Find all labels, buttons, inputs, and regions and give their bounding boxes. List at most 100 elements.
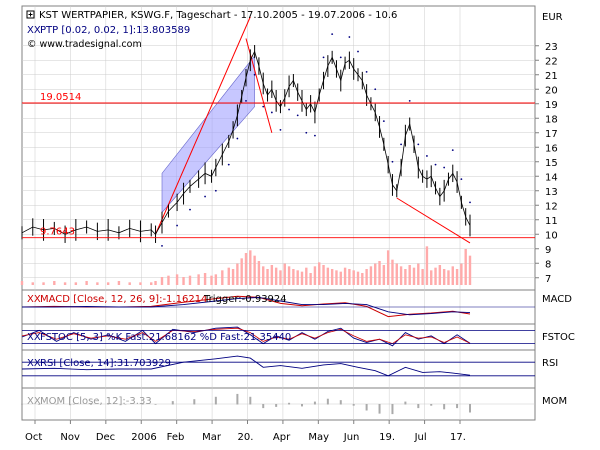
mom-bar-12: [236, 393, 239, 405]
ptp-dot-74: [443, 166, 446, 169]
volume-bar-34: [270, 265, 274, 285]
volume-bar-20: [203, 273, 207, 285]
ptp-dot-14: [161, 244, 163, 247]
volume-bar-71: [430, 270, 433, 285]
volume-bar-58: [374, 263, 377, 285]
fstoc-x-icon: XX: [27, 332, 41, 343]
volume-bar-72: [434, 267, 437, 285]
volume-bar-41: [300, 271, 304, 285]
ptp-dot-28: [245, 99, 247, 102]
chart-header: KST WERTPAPIER, KSWG.F, Tageschart - 17.…: [26, 10, 563, 50]
mom-bar-10: [193, 399, 196, 405]
volume-bar-67: [412, 267, 416, 285]
volume-bar-0: [20, 281, 24, 285]
volume-bar-8: [106, 282, 110, 285]
x-tick-label-3: 2006: [131, 432, 156, 443]
rsi-legend: RSI [Close, 14]:31.703929: [40, 358, 171, 369]
volume-bar-80: [468, 255, 472, 285]
volume-bar-6: [85, 281, 88, 285]
mom-bar-16: [288, 402, 291, 405]
volume-bar-73: [438, 265, 442, 285]
volume-bar-29: [249, 250, 252, 285]
volume-bar-66: [408, 265, 411, 285]
ptp-dot-38: [288, 108, 290, 111]
x-tick-label-11: Jul: [414, 432, 427, 443]
ptp-dot-78: [460, 178, 463, 181]
ptp-dot-76: [451, 149, 454, 152]
volume-bar-37: [283, 263, 286, 285]
mom-bar-27: [430, 404, 433, 406]
volume-bar-51: [343, 267, 347, 285]
y-tick-label-12: 12: [545, 201, 558, 212]
level-label-1: 9.7643: [40, 227, 75, 238]
mom-bar-9: [171, 401, 174, 405]
ptp-dot-50: [339, 56, 342, 59]
volume-bar-12: [150, 282, 153, 285]
volume-bar-21: [210, 275, 213, 285]
volume-bar-11: [139, 282, 142, 285]
volume-bar-23: [221, 270, 224, 285]
mom-bar-20: [339, 400, 342, 405]
volume-bar-49: [335, 270, 338, 285]
volume-bar-32: [262, 266, 265, 285]
y-tick-label-14: 14: [545, 172, 558, 183]
x-tick-label-6: 20.: [238, 432, 254, 443]
y-tick-label-7: 7: [545, 274, 551, 285]
x-tick-label-0: Oct: [25, 432, 42, 443]
mom-bar-4: [89, 404, 92, 405]
y-tick-label-9: 9: [545, 245, 551, 256]
ptp-dot-66: [408, 99, 411, 102]
volume-bar-33: [266, 269, 269, 285]
ptp-dot-18: [189, 208, 191, 211]
x-tick-label-1: Nov: [60, 432, 80, 443]
y-tick-label-17: 17: [545, 129, 558, 140]
mom-bar-8: [154, 404, 157, 405]
macd-trigger-legend: Trigger:-0.93924: [203, 294, 287, 305]
y-tick-label-11: 11: [545, 216, 558, 227]
volume-bars: [20, 246, 472, 285]
mom-bar-0: [21, 403, 23, 405]
y-tick-label-16: 16: [545, 143, 558, 154]
volume-bar-62: [391, 259, 394, 285]
mom-bar-23: [378, 404, 381, 414]
volume-bar-16: [175, 274, 179, 285]
y-axis-ticks: 7 8 9 10 11 12 13 14 15 16 17 18 19 20 21 22 23: [535, 42, 558, 285]
mom-bar-13: [249, 396, 252, 405]
mom-bar-29: [456, 404, 459, 409]
ptp-dot-36: [279, 128, 282, 131]
mom-bar-22: [365, 404, 368, 411]
ptp-dot-70: [426, 155, 428, 157]
ptp-dot-52: [348, 36, 351, 38]
volume-bar-78: [460, 263, 463, 285]
y-tick-label-8: 8: [545, 259, 551, 270]
volume-bar-48: [330, 269, 334, 285]
volume-bar-79: [464, 249, 467, 285]
volume-bar-50: [339, 271, 342, 285]
ptp-dot-62: [391, 160, 394, 163]
ptp-legend: PTP [0.02, 0.02, 1]:13.803589: [40, 25, 190, 36]
x-axis-ticks: Oct Nov Dec 2006 Feb Mar 20. Apr May Jun 19. Jul 17.: [25, 420, 466, 443]
volume-bar-31: [257, 261, 261, 285]
ptp-dot-20: [204, 195, 206, 198]
ptp-dot-32: [262, 105, 265, 108]
copyright-text: © www.tradesignal.com: [27, 39, 142, 50]
volume-bar-2: [42, 282, 45, 285]
macd-legend: MACD [Close, 12, 26, 9]:-1.16214: [40, 294, 207, 305]
ptp-dot-72: [434, 163, 437, 166]
mom-legend: MOM [Close, 12]:-3.33: [40, 396, 152, 407]
mom-bar-7: [141, 403, 144, 405]
x-tick-label-12: 17.: [450, 432, 466, 443]
volume-bar-14: [160, 277, 164, 285]
volume-bar-30: [253, 255, 256, 285]
volume-bar-61: [386, 250, 390, 285]
volume-bar-42: [305, 267, 308, 285]
x-tick-label-4: Feb: [167, 432, 185, 443]
volume-bar-10: [128, 282, 131, 285]
ptp-dot-40: [296, 114, 299, 117]
mom-bar-11: [214, 396, 217, 405]
mom-bar-25: [404, 401, 407, 405]
mom-bar-6: [124, 404, 127, 405]
y-tick-label-23: 23: [545, 42, 558, 53]
volume-bar-65: [404, 269, 407, 285]
y-tick-label-13: 13: [545, 187, 558, 198]
